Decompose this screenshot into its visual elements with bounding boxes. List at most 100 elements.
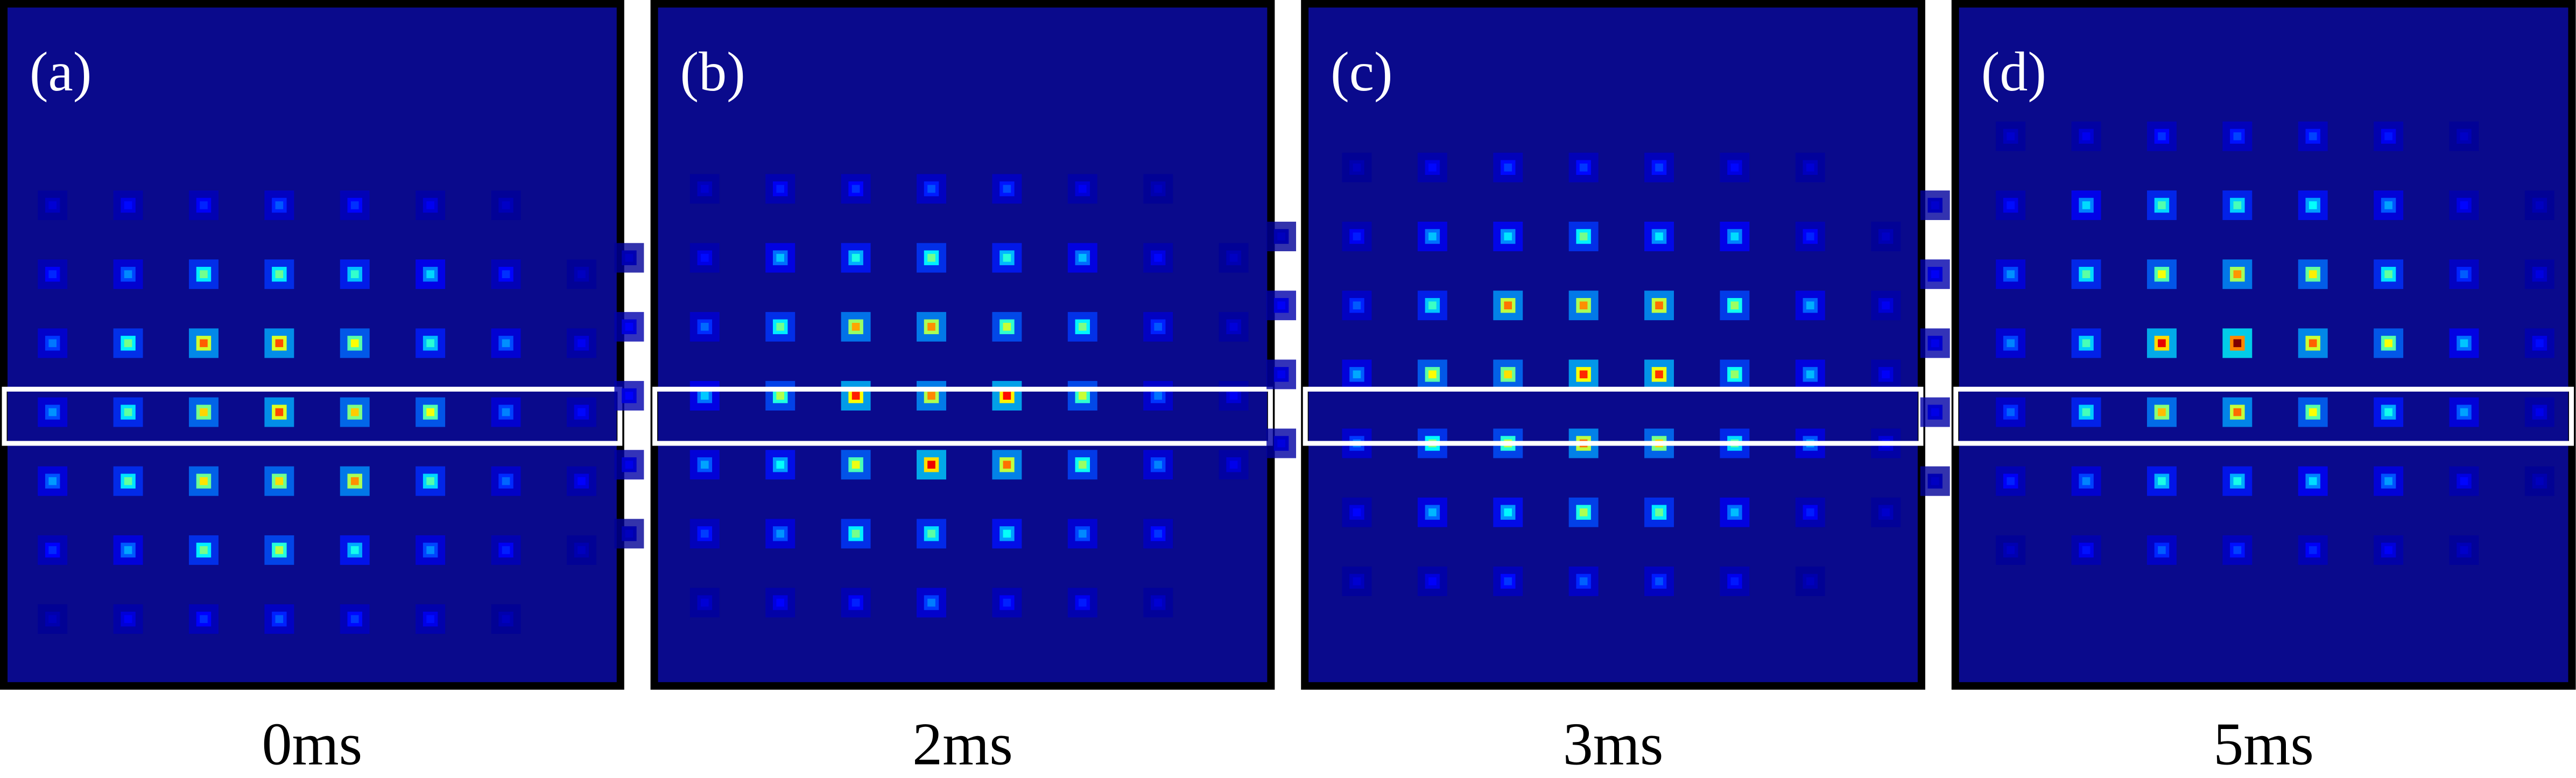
spot-core bbox=[1003, 392, 1011, 400]
spot-core bbox=[1003, 323, 1011, 331]
spot-core bbox=[2308, 339, 2317, 348]
spot-core bbox=[200, 201, 208, 209]
spot-core bbox=[1277, 301, 1285, 309]
spot-core bbox=[700, 598, 709, 607]
spot-core bbox=[1428, 301, 1437, 309]
highlight-box bbox=[2, 386, 623, 446]
spot-core bbox=[776, 323, 785, 331]
spot-core bbox=[2233, 546, 2242, 554]
spot-core bbox=[2308, 201, 2317, 209]
spot-core bbox=[578, 339, 586, 348]
spot-core bbox=[1579, 370, 1588, 379]
spot-core bbox=[2308, 270, 2317, 279]
spot-core bbox=[1154, 598, 1162, 607]
spot-core bbox=[2460, 132, 2468, 140]
spot-core bbox=[200, 615, 208, 623]
spot-core bbox=[2007, 546, 2015, 554]
panel-background bbox=[0, 0, 624, 690]
spot-core bbox=[1154, 253, 1162, 262]
spot-core bbox=[1931, 270, 1939, 279]
spot-core bbox=[700, 185, 709, 193]
spot-core bbox=[578, 477, 586, 485]
spot-core bbox=[1882, 508, 1890, 517]
spot-core bbox=[1931, 201, 1939, 209]
spot-core bbox=[1730, 370, 1739, 379]
panel-background bbox=[1951, 0, 2576, 690]
spot-core bbox=[1730, 163, 1739, 172]
spot-core bbox=[1154, 185, 1162, 193]
spot-core bbox=[2460, 546, 2468, 554]
spot-core bbox=[2384, 132, 2392, 140]
spot-core bbox=[625, 461, 634, 469]
spot-core bbox=[2158, 477, 2166, 485]
spot-core bbox=[1882, 301, 1890, 309]
spot-core bbox=[1428, 508, 1437, 517]
spot-core bbox=[927, 253, 935, 262]
spot-core bbox=[700, 461, 709, 469]
spot-core bbox=[275, 201, 284, 209]
spot-core bbox=[1003, 598, 1011, 607]
spot-core bbox=[2158, 408, 2166, 416]
spot-core bbox=[2158, 546, 2166, 554]
spot-core bbox=[625, 392, 634, 400]
spot-core bbox=[1504, 301, 1512, 309]
panel: (a) 0ms bbox=[0, 0, 624, 778]
spot-core bbox=[1730, 301, 1739, 309]
spot-core bbox=[1154, 323, 1162, 331]
spot-core bbox=[2082, 201, 2091, 209]
spot-core bbox=[275, 477, 284, 485]
panel-background bbox=[1301, 0, 1925, 690]
spot-core bbox=[1003, 461, 1011, 469]
spot-core bbox=[2308, 408, 2317, 416]
spot-core bbox=[1806, 508, 1814, 517]
panel-caption: 3ms bbox=[1563, 711, 1664, 778]
spot-core bbox=[2460, 201, 2468, 209]
spot-core bbox=[2233, 270, 2242, 279]
panel-caption: 5ms bbox=[2213, 711, 2314, 778]
spot-core bbox=[350, 201, 359, 209]
spot-core bbox=[1428, 163, 1437, 172]
spot-core bbox=[2082, 546, 2091, 554]
spot-core bbox=[700, 323, 709, 331]
spot-core bbox=[2460, 408, 2468, 416]
spot-core bbox=[2460, 339, 2468, 348]
spot-core bbox=[426, 201, 434, 209]
spot-core bbox=[2233, 339, 2242, 348]
spot-core bbox=[200, 408, 208, 416]
spot-core bbox=[1504, 370, 1512, 379]
spot-core bbox=[851, 323, 860, 331]
spot-core bbox=[1806, 577, 1814, 585]
spot-core bbox=[1504, 508, 1512, 517]
spot-core bbox=[851, 185, 860, 193]
spot-core bbox=[426, 408, 434, 416]
spot-core bbox=[124, 477, 132, 485]
spot-core bbox=[48, 339, 57, 348]
spot-core bbox=[851, 253, 860, 262]
spot-core bbox=[2007, 201, 2015, 209]
spot-core bbox=[927, 598, 935, 607]
spot-core bbox=[2536, 270, 2544, 279]
spot-core bbox=[2308, 132, 2317, 140]
panel: (d) 5ms bbox=[1920, 0, 2576, 778]
spot-core bbox=[927, 392, 935, 400]
spot-core bbox=[502, 201, 510, 209]
spot-core bbox=[1579, 163, 1588, 172]
spot-core bbox=[700, 253, 709, 262]
spot-core bbox=[2536, 477, 2544, 485]
spot-core bbox=[1655, 577, 1663, 585]
spot-core bbox=[502, 408, 510, 416]
spot-core bbox=[1504, 232, 1512, 241]
spot-core bbox=[275, 339, 284, 348]
spot-core bbox=[426, 270, 434, 279]
spot-core bbox=[2384, 477, 2392, 485]
panel-label: (b) bbox=[680, 41, 745, 103]
spot-core bbox=[2007, 132, 2015, 140]
spot-core bbox=[1730, 508, 1739, 517]
spot-core bbox=[48, 546, 57, 554]
spot-core bbox=[2007, 339, 2015, 348]
spot-core bbox=[1078, 598, 1087, 607]
spot-core bbox=[1579, 232, 1588, 241]
spot-core bbox=[1428, 577, 1437, 585]
spot-core bbox=[1882, 370, 1890, 379]
spot-core bbox=[350, 339, 359, 348]
